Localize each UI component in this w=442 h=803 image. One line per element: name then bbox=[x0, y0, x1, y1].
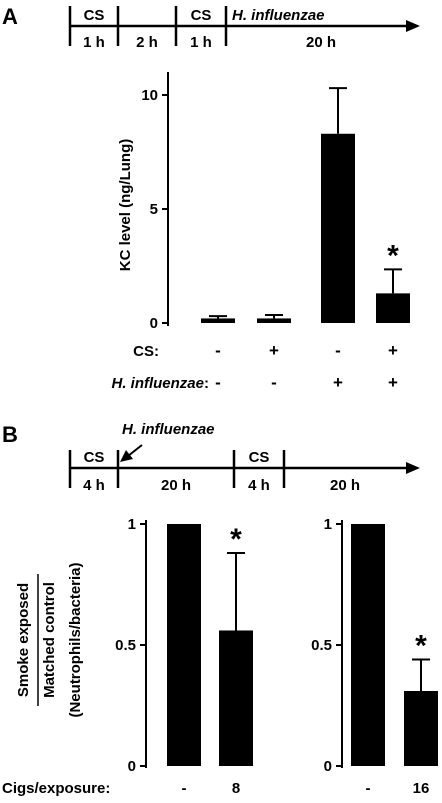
panel-b-timeline: CS H. influenzae CS 4 h 20 h 4 h 20 h bbox=[68, 421, 420, 494]
chart-a-row-label-hinfluenzae: H. influenzae: bbox=[111, 375, 209, 392]
chart-b-right-y-tick-label: 0 bbox=[324, 758, 332, 775]
chart-a-cs-sign: + bbox=[269, 341, 279, 360]
chart-b-right-bar bbox=[404, 690, 438, 766]
chart-b-right-y-tick-label: 1 bbox=[324, 516, 332, 533]
panel-a-timeline: CS CS H. influenzae 1 h 2 h 1 h 20 h bbox=[68, 6, 420, 51]
timeline-b-arrowhead bbox=[406, 462, 420, 474]
timeline-a-duration: 1 h bbox=[83, 34, 105, 51]
timeline-a-duration: 1 h bbox=[190, 34, 212, 51]
chart-a-significance-mark: * bbox=[387, 239, 399, 272]
chart-b-left-y-tick-label: 1 bbox=[128, 516, 136, 533]
chart-b-left-y-tick-label: 0.5 bbox=[115, 637, 136, 654]
chart-b-left-category-label: - bbox=[182, 780, 187, 797]
timeline-b-event-hinfluenzae: H. influenzae bbox=[122, 421, 215, 438]
chart-b-left: 0 0.5 1 * bbox=[115, 516, 253, 775]
chart-b-row-label: Cigs/exposure: bbox=[2, 780, 110, 797]
chart-b-right-category-label: 16 bbox=[413, 780, 430, 797]
chart-b-right-significance-mark: * bbox=[415, 630, 427, 663]
chart-b-left-category-label: 8 bbox=[232, 780, 240, 797]
chart-b-right-y-tick-label: 0.5 bbox=[311, 637, 332, 654]
chart-b-right-bar bbox=[351, 524, 385, 766]
timeline-a-event-cs: CS bbox=[191, 7, 212, 24]
timeline-b-duration: 20 h bbox=[330, 477, 360, 494]
chart-a-y-tick-label: 10 bbox=[141, 87, 158, 104]
chart-b-ylabel-denominator: Matched control bbox=[41, 582, 58, 698]
chart-b-ylabel-numerator: Smoke exposed bbox=[15, 583, 32, 697]
timeline-b-duration: 4 h bbox=[83, 477, 105, 494]
chart-a-bar bbox=[376, 293, 410, 323]
chart-b-left-bar bbox=[219, 630, 253, 766]
chart-a-hinfluenzae-sign: + bbox=[388, 373, 398, 392]
timeline-b-pointer-arrowhead bbox=[120, 450, 133, 462]
chart-a-cs-sign: - bbox=[335, 341, 341, 360]
chart-a-cs-sign: + bbox=[388, 341, 398, 360]
panel-a-label: A bbox=[2, 4, 18, 29]
chart-a-cs-sign: - bbox=[215, 341, 221, 360]
panel-b-label: B bbox=[2, 422, 18, 447]
chart-a-hinfluenzae-sign: - bbox=[215, 373, 221, 392]
chart-a-ylabel: KC level (ng/Lung) bbox=[117, 139, 134, 272]
timeline-a-event-cs: CS bbox=[84, 7, 105, 24]
chart-a-bar bbox=[321, 133, 355, 323]
chart-b-left-bar bbox=[167, 524, 201, 766]
chart-a-y-tick-label: 5 bbox=[150, 201, 158, 218]
timeline-b-duration: 20 h bbox=[161, 477, 191, 494]
chart-a-hinfluenzae-sign: + bbox=[333, 373, 343, 392]
chart-a-hinfluenzae-sign: - bbox=[271, 373, 277, 392]
chart-b-right: 0 0.5 1 * bbox=[311, 516, 438, 775]
timeline-b-event-cs: CS bbox=[249, 449, 270, 466]
chart-b-left-y-tick-label: 0 bbox=[128, 758, 136, 775]
timeline-b-duration: 4 h bbox=[248, 477, 270, 494]
chart-b-fraction-ylabel: Smoke exposed Matched control (Neutrophi… bbox=[15, 562, 84, 717]
timeline-a-arrowhead bbox=[406, 20, 420, 32]
timeline-a-duration: 20 h bbox=[306, 34, 336, 51]
timeline-b-event-cs: CS bbox=[84, 449, 105, 466]
chart-a-bar bbox=[201, 318, 235, 323]
chart-b-left-significance-mark: * bbox=[230, 523, 242, 556]
chart-a-row-label-cs: CS: bbox=[133, 343, 159, 360]
timeline-b-pointer-line bbox=[127, 444, 143, 457]
chart-a: KC level (ng/Lung) 0 5 10 - + - + - - + + * CS: H.… bbox=[111, 72, 410, 392]
chart-a-y-tick-label: 0 bbox=[150, 315, 158, 332]
chart-b-right-category-label: - bbox=[366, 780, 371, 797]
chart-b-ylabel-units: (Neutrophils/bacteria) bbox=[67, 562, 84, 717]
timeline-a-duration: 2 h bbox=[136, 34, 158, 51]
chart-a-bar bbox=[257, 318, 291, 323]
timeline-a-event-hinfluenzae: H. influenzae bbox=[232, 7, 325, 24]
